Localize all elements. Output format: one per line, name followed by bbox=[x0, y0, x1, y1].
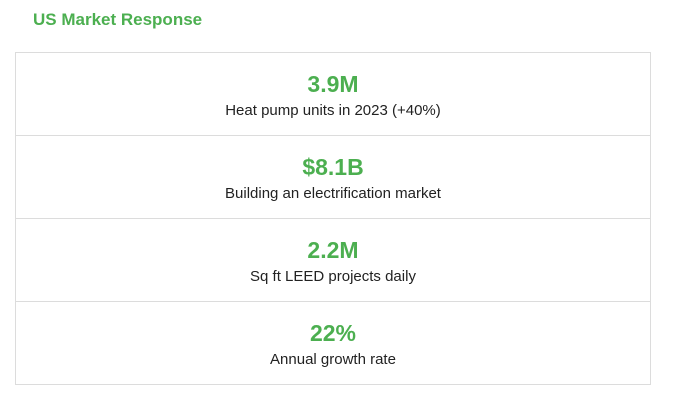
section-title: US Market Response bbox=[33, 10, 203, 29]
stat-value: 3.9M bbox=[307, 70, 359, 97]
stat-card-heat-pump: 3.9M Heat pump units in 2023 (+40%) bbox=[15, 52, 651, 136]
stats-list: 3.9M Heat pump units in 2023 (+40%) $8.1… bbox=[15, 52, 651, 385]
stat-card-growth: 22% Annual growth rate bbox=[15, 301, 651, 385]
stat-label: Annual growth rate bbox=[270, 350, 396, 368]
stat-card-electrification: $8.1B Building an electrification market bbox=[15, 135, 651, 219]
stat-label: Building an electrification market bbox=[225, 184, 441, 202]
stat-label: Heat pump units in 2023 (+40%) bbox=[225, 101, 441, 119]
stat-value: $8.1B bbox=[302, 153, 364, 180]
stat-value: 22% bbox=[309, 319, 357, 346]
stat-card-leed: 2.2M Sq ft LEED projects daily bbox=[15, 218, 651, 302]
stat-value: 2.2M bbox=[307, 236, 359, 263]
stat-label: Sq ft LEED projects daily bbox=[250, 267, 416, 285]
